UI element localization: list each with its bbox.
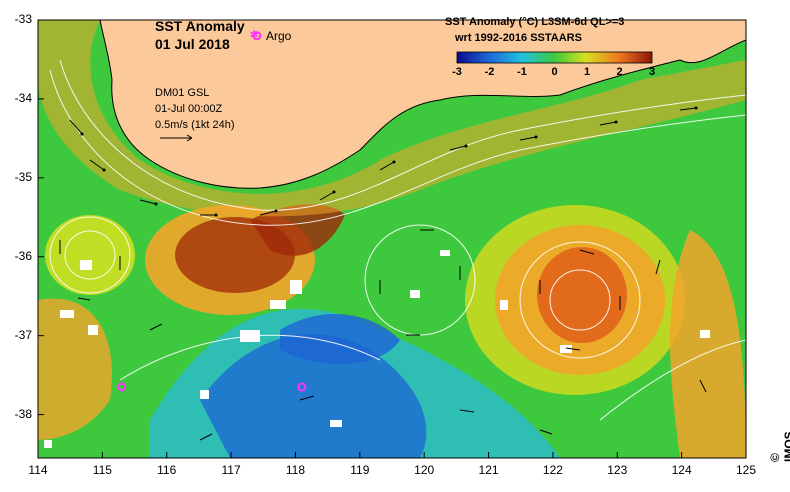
argo-float-marker xyxy=(117,382,127,392)
lon-tick-label: 114 xyxy=(28,463,48,477)
lon-tick-label: 125 xyxy=(735,463,757,477)
lat-tick-label: -33 xyxy=(14,12,32,26)
argo-legend-icon: ✻ xyxy=(250,30,259,41)
argo-markers xyxy=(117,31,307,392)
lon-tick-label: 120 xyxy=(414,463,435,477)
colorbar-tick-label: 0 xyxy=(551,66,558,78)
sst-cyclonic-eddy xyxy=(45,215,135,295)
colorbar-tick-label: 3 xyxy=(648,66,656,78)
colorbar-tick-label: -1 xyxy=(517,66,527,78)
lon-tick-label: 117 xyxy=(221,463,241,477)
map-date: 01 Jul 2018 xyxy=(155,36,230,52)
map-title: SST Anomaly xyxy=(155,18,245,34)
reference-arrow xyxy=(160,134,193,142)
lon-tick-label: 116 xyxy=(157,463,177,477)
sst-cold-patch xyxy=(280,313,400,364)
lat-tick-label: -37 xyxy=(14,327,32,342)
lon-tick-label: 121 xyxy=(478,463,499,477)
sst-leeuwin-current xyxy=(38,20,746,217)
plot-frame xyxy=(37,19,747,459)
argo-float-marker xyxy=(297,382,307,392)
axis-tick-marks xyxy=(37,19,747,458)
velocity-arrowheads xyxy=(80,106,698,217)
colorbar-tick-label: -2 xyxy=(484,66,495,78)
colorbar-tick-label: -3 xyxy=(452,66,462,78)
lat-tick-label: -34 xyxy=(14,90,32,105)
argo-float-marker xyxy=(252,31,262,41)
lat-tick-label: -35 xyxy=(14,169,32,184)
product-title: SST Anomaly (°C) L3SM-6d QL>=3 xyxy=(445,16,625,28)
lon-tick-label: 115 xyxy=(92,463,112,477)
colorbar xyxy=(456,51,653,64)
lon-tick-label: 124 xyxy=(671,463,692,477)
lat-tick-label: -38 xyxy=(14,406,32,421)
argo-legend-label: Argo xyxy=(266,29,292,43)
colorbar-tick-label: 1 xyxy=(583,66,591,78)
sst-east-warm xyxy=(670,230,746,458)
sst-eddy-east-core xyxy=(537,247,627,343)
model-time: 01-Jul 00:00Z xyxy=(155,103,223,115)
model-name: DM01 GSL xyxy=(155,87,210,99)
sst-hot-strip xyxy=(250,204,345,256)
lon-tick-label: 123 xyxy=(607,463,628,477)
model-scale: 0.5m/s (1kt 24h) xyxy=(155,119,235,131)
current-contours xyxy=(49,59,746,421)
sst-field xyxy=(38,20,746,458)
lon-tick-label: 118 xyxy=(285,463,306,477)
velocity-arrows xyxy=(59,107,707,441)
product-reference: wrt 1992-2016 SSTAARS xyxy=(455,32,582,44)
lon-tick-label: 122 xyxy=(542,463,563,477)
lat-tick-label: -36 xyxy=(14,248,32,263)
lon-tick-label: 119 xyxy=(350,463,370,477)
credit-text: © IMOS 22-Nov-2018 08:54 Hobart Time xyxy=(768,431,790,462)
colorbar-tick-label: 2 xyxy=(616,66,623,78)
